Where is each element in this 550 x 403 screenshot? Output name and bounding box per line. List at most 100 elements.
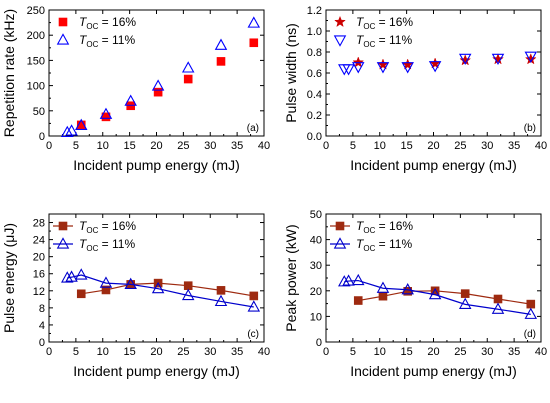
x-tick-label: 20 [427, 140, 439, 152]
y-axis-label: Repetition rate (kHz) [1, 9, 17, 137]
data-point [214, 294, 228, 307]
x-tick-label: 30 [204, 140, 216, 152]
x-tick-label: 40 [258, 140, 270, 152]
x-tick-label: 25 [454, 346, 466, 358]
data-point [342, 274, 355, 286]
data-point [151, 281, 165, 294]
y-tick-label: 0.4 [307, 89, 322, 101]
legend-subscript: OC [86, 22, 98, 31]
data-point [493, 294, 503, 304]
x-tick-label: 10 [97, 346, 109, 358]
y-tick-label: 30 [310, 260, 322, 272]
data-point [74, 118, 88, 130]
y-axis-label: Peak power (kW) [283, 224, 299, 331]
data-point [351, 62, 365, 74]
x-tick-label: 35 [231, 346, 243, 358]
y-tick-label: 0 [39, 131, 45, 143]
data-point [249, 38, 259, 48]
legend-value: = 11% [375, 237, 412, 251]
panel-label: (d) [524, 329, 536, 340]
x-tick-label: 5 [350, 140, 356, 152]
series-line [344, 279, 531, 315]
data-point [214, 38, 228, 50]
legend-label: TOC = 16% [356, 219, 413, 235]
data-point [65, 124, 78, 136]
x-tick-label: 10 [97, 140, 109, 152]
data-point [353, 296, 363, 305]
legend-subscript: OC [363, 40, 375, 49]
y-tick-label: 50 [33, 106, 45, 118]
data-point [458, 53, 472, 66]
y-tick-label: 1.2 [307, 5, 322, 17]
legend-marker [56, 33, 70, 45]
data-point [249, 291, 259, 301]
x-axis-label: Incident pump energy (mJ) [73, 363, 240, 379]
y-tick-label: 0 [39, 337, 45, 349]
x-tick-label: 30 [481, 140, 493, 152]
y-axis-label: Pulse energy (μJ) [1, 223, 17, 333]
x-axis-label: Incident pump energy (mJ) [73, 157, 240, 173]
legend-symbol: T [356, 219, 365, 233]
x-tick-label: 0 [46, 140, 52, 152]
y-tick-label: 150 [27, 55, 45, 67]
x-tick-label: 15 [401, 346, 413, 358]
x-axis-label: Incident pump energy (mJ) [350, 157, 517, 173]
legend-subscript: OC [86, 244, 98, 253]
x-tick-label: 40 [535, 140, 547, 152]
legend-value: = 16% [375, 15, 413, 29]
data-point [342, 64, 355, 76]
data-point [458, 297, 472, 309]
x-tick-label: 10 [374, 346, 386, 358]
data-point [491, 302, 505, 314]
legend-subscript: OC [86, 40, 98, 49]
legend-symbol: T [356, 237, 365, 251]
legend-marker [333, 237, 347, 249]
legend-marker [58, 221, 68, 231]
data-point [61, 271, 74, 283]
data-point [76, 289, 86, 299]
x-tick-label: 5 [350, 346, 356, 358]
legend-marker [335, 221, 345, 231]
x-tick-label: 20 [427, 346, 439, 358]
x-tick-label: 40 [535, 346, 547, 358]
x-tick-label: 25 [177, 346, 189, 358]
x-tick-label: 0 [46, 346, 52, 358]
series-toc-11 [338, 273, 538, 319]
series-toc-16 [76, 38, 259, 130]
legend-value: = 16% [98, 15, 136, 29]
legend-value: = 16% [98, 219, 136, 233]
x-tick-label: 30 [481, 346, 493, 358]
plot-frame [48, 213, 265, 343]
x-axis-label: Incident pump energy (mJ) [350, 363, 517, 379]
data-point [401, 283, 414, 295]
legend-symbol: T [356, 15, 365, 29]
y-tick-label: 24 [33, 235, 45, 247]
y-axis-label: Pulse width (ns) [283, 23, 299, 123]
legend-label: TOC = 11% [79, 33, 135, 49]
data-point [401, 62, 414, 74]
x-tick-label: 35 [231, 140, 243, 152]
data-point [376, 62, 390, 74]
x-tick-label: 15 [124, 140, 136, 152]
y-tick-label: 20 [310, 286, 322, 298]
data-point [99, 276, 113, 288]
panel-c: 0 5 10 15 20 25 30 35 40 0 4 8 12 16 20 24 28 Incident pu… [1, 213, 270, 379]
data-point [492, 53, 504, 65]
y-tick-label: 0.6 [307, 68, 322, 80]
y-tick-label: 0.0 [307, 131, 322, 143]
y-tick-label: 200 [27, 30, 45, 42]
data-point [376, 281, 390, 293]
y-tick-label: 1.0 [307, 26, 322, 38]
data-point [181, 61, 195, 73]
legend-marker [334, 15, 346, 28]
legend-label: TOC = 11% [79, 237, 135, 253]
x-tick-label: 5 [73, 346, 79, 358]
data-point [338, 275, 351, 287]
legend-label: TOC = 16% [356, 15, 413, 31]
plot-frame [325, 213, 542, 343]
legend-subscript: OC [363, 226, 375, 235]
panel-a: 0 5 10 15 20 25 30 35 40 0 50 100 150 200 250 Incident … [1, 5, 270, 173]
data-point [183, 281, 193, 290]
x-tick-label: 5 [73, 140, 79, 152]
series-toc-11 [61, 268, 261, 312]
